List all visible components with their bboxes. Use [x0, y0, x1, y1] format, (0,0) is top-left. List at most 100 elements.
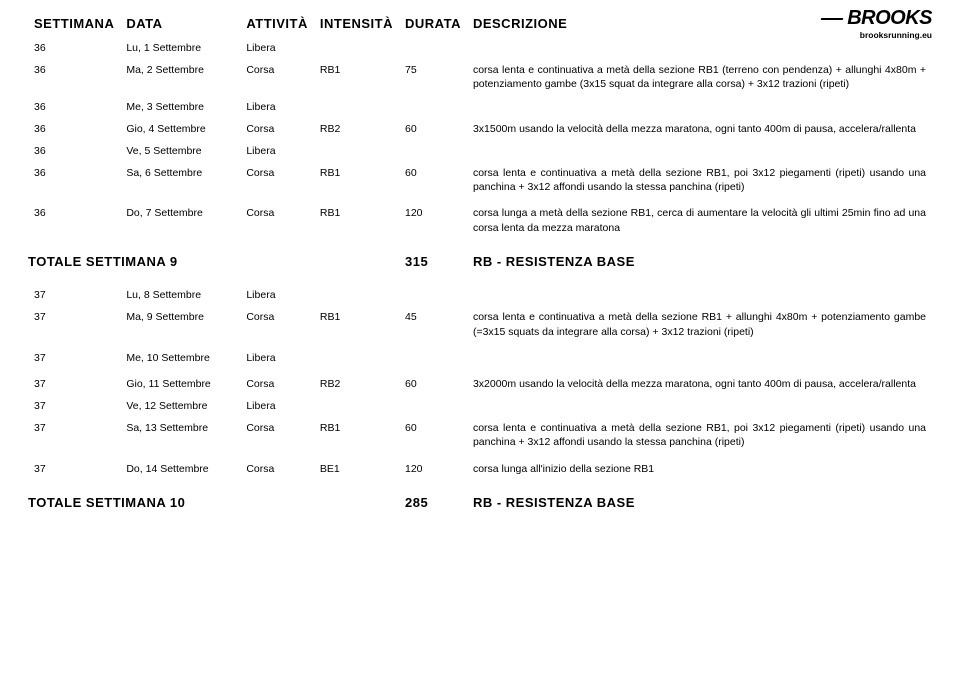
cell-intensita	[314, 96, 399, 118]
cell-attivita: Libera	[240, 284, 314, 306]
cell-data: Ma, 2 Settembre	[120, 59, 240, 95]
cell-durata	[399, 37, 467, 59]
cell-intensita	[314, 395, 399, 417]
cell-intensita: RB1	[314, 417, 399, 453]
cell-descrizione: corsa lenta e continuativa a metà della …	[467, 306, 932, 342]
cell-intensita	[314, 140, 399, 162]
cell-attivita: Corsa	[240, 373, 314, 395]
cell-intensita	[314, 343, 399, 373]
cell-data: Lu, 8 Settembre	[120, 284, 240, 306]
cell-settimana: 37	[28, 306, 120, 342]
cell-durata: 75	[399, 59, 467, 95]
table-row: 37Ve, 12 SettembreLibera	[28, 395, 932, 417]
table-row: 37Sa, 13 SettembreCorsaRB160corsa lenta …	[28, 417, 932, 453]
cell-descrizione	[467, 284, 932, 306]
table-row: 37Ma, 9 SettembreCorsaRB145corsa lenta e…	[28, 306, 932, 342]
cell-intensita: RB2	[314, 373, 399, 395]
cell-attivita: Corsa	[240, 162, 314, 198]
cell-settimana: 36	[28, 59, 120, 95]
brand-name: BROOKS	[821, 8, 932, 28]
cell-data: Ma, 9 Settembre	[120, 306, 240, 342]
training-plan-table: SETTIMANA DATA ATTIVITÀ INTENSITÀ DURATA…	[28, 12, 932, 525]
col-durata: DURATA	[399, 12, 467, 37]
cell-descrizione	[467, 343, 932, 373]
total-row: TOTALE SETTIMANA 10285RB - RESISTENZA BA…	[28, 484, 932, 526]
col-data: DATA	[120, 12, 240, 37]
col-settimana: SETTIMANA	[28, 12, 120, 37]
cell-attivita: Corsa	[240, 417, 314, 453]
total-row: TOTALE SETTIMANA 9315RB - RESISTENZA BAS…	[28, 243, 932, 285]
total-label: TOTALE SETTIMANA 10	[28, 484, 399, 526]
cell-settimana: 36	[28, 118, 120, 140]
cell-descrizione: corsa lunga a metà della sezione RB1, ce…	[467, 198, 932, 242]
cell-attivita: Libera	[240, 343, 314, 373]
table-row: 36Ma, 2 SettembreCorsaRB175corsa lenta e…	[28, 59, 932, 95]
cell-data: Ve, 12 Settembre	[120, 395, 240, 417]
cell-durata: 60	[399, 373, 467, 395]
cell-data: Gio, 4 Settembre	[120, 118, 240, 140]
cell-attivita: Libera	[240, 140, 314, 162]
cell-data: Do, 7 Settembre	[120, 198, 240, 242]
table-row: 36Sa, 6 SettembreCorsaRB160corsa lenta e…	[28, 162, 932, 198]
table-body: 36Lu, 1 SettembreLibera36Ma, 2 Settembre…	[28, 37, 932, 525]
cell-descrizione: 3x2000m usando la velocità della mezza m…	[467, 373, 932, 395]
brand-logo: BROOKS brooksrunning.eu	[821, 8, 932, 40]
cell-data: Me, 3 Settembre	[120, 96, 240, 118]
cell-attivita: Libera	[240, 37, 314, 59]
cell-attivita: Corsa	[240, 118, 314, 140]
cell-data: Gio, 11 Settembre	[120, 373, 240, 395]
total-descrizione: RB - RESISTENZA BASE	[467, 484, 932, 526]
brand-url: brooksrunning.eu	[821, 30, 932, 40]
cell-intensita: RB1	[314, 306, 399, 342]
total-descrizione: RB - RESISTENZA BASE	[467, 243, 932, 285]
table-row: 36Me, 3 SettembreLibera	[28, 96, 932, 118]
table-row: 36Lu, 1 SettembreLibera	[28, 37, 932, 59]
table-header: SETTIMANA DATA ATTIVITÀ INTENSITÀ DURATA…	[28, 12, 932, 37]
cell-settimana: 36	[28, 162, 120, 198]
cell-durata: 60	[399, 162, 467, 198]
cell-descrizione: 3x1500m usando la velocità della mezza m…	[467, 118, 932, 140]
cell-attivita: Corsa	[240, 198, 314, 242]
total-label: TOTALE SETTIMANA 9	[28, 243, 399, 285]
cell-descrizione: corsa lunga all'inizio della sezione RB1	[467, 454, 932, 484]
cell-durata: 60	[399, 417, 467, 453]
cell-intensita: RB1	[314, 162, 399, 198]
cell-durata	[399, 284, 467, 306]
cell-durata	[399, 140, 467, 162]
cell-intensita: RB2	[314, 118, 399, 140]
col-attivita: ATTIVITÀ	[240, 12, 314, 37]
cell-data: Do, 14 Settembre	[120, 454, 240, 484]
table-row: 37Do, 14 SettembreCorsaBE1120corsa lunga…	[28, 454, 932, 484]
cell-settimana: 37	[28, 373, 120, 395]
total-durata: 285	[399, 484, 467, 526]
cell-attivita: Libera	[240, 96, 314, 118]
cell-data: Sa, 13 Settembre	[120, 417, 240, 453]
cell-settimana: 37	[28, 454, 120, 484]
cell-data: Lu, 1 Settembre	[120, 37, 240, 59]
cell-durata	[399, 395, 467, 417]
total-durata: 315	[399, 243, 467, 285]
cell-intensita: RB1	[314, 198, 399, 242]
cell-durata: 60	[399, 118, 467, 140]
cell-settimana: 36	[28, 96, 120, 118]
table-row: 37Lu, 8 SettembreLibera	[28, 284, 932, 306]
cell-durata	[399, 343, 467, 373]
cell-attivita: Corsa	[240, 306, 314, 342]
table-row: 37Gio, 11 SettembreCorsaRB2603x2000m usa…	[28, 373, 932, 395]
cell-settimana: 36	[28, 37, 120, 59]
cell-durata	[399, 96, 467, 118]
cell-settimana: 36	[28, 140, 120, 162]
cell-attivita: Corsa	[240, 454, 314, 484]
cell-settimana: 37	[28, 417, 120, 453]
table-row: 37Me, 10 SettembreLibera	[28, 343, 932, 373]
cell-settimana: 37	[28, 395, 120, 417]
cell-descrizione: corsa lenta e continuativa a metà della …	[467, 59, 932, 95]
cell-descrizione: corsa lenta e continuativa a metà della …	[467, 162, 932, 198]
cell-descrizione	[467, 395, 932, 417]
cell-intensita: BE1	[314, 454, 399, 484]
cell-data: Sa, 6 Settembre	[120, 162, 240, 198]
cell-settimana: 37	[28, 343, 120, 373]
cell-intensita	[314, 37, 399, 59]
cell-descrizione	[467, 96, 932, 118]
cell-descrizione: corsa lenta e continuativa a metà della …	[467, 417, 932, 453]
